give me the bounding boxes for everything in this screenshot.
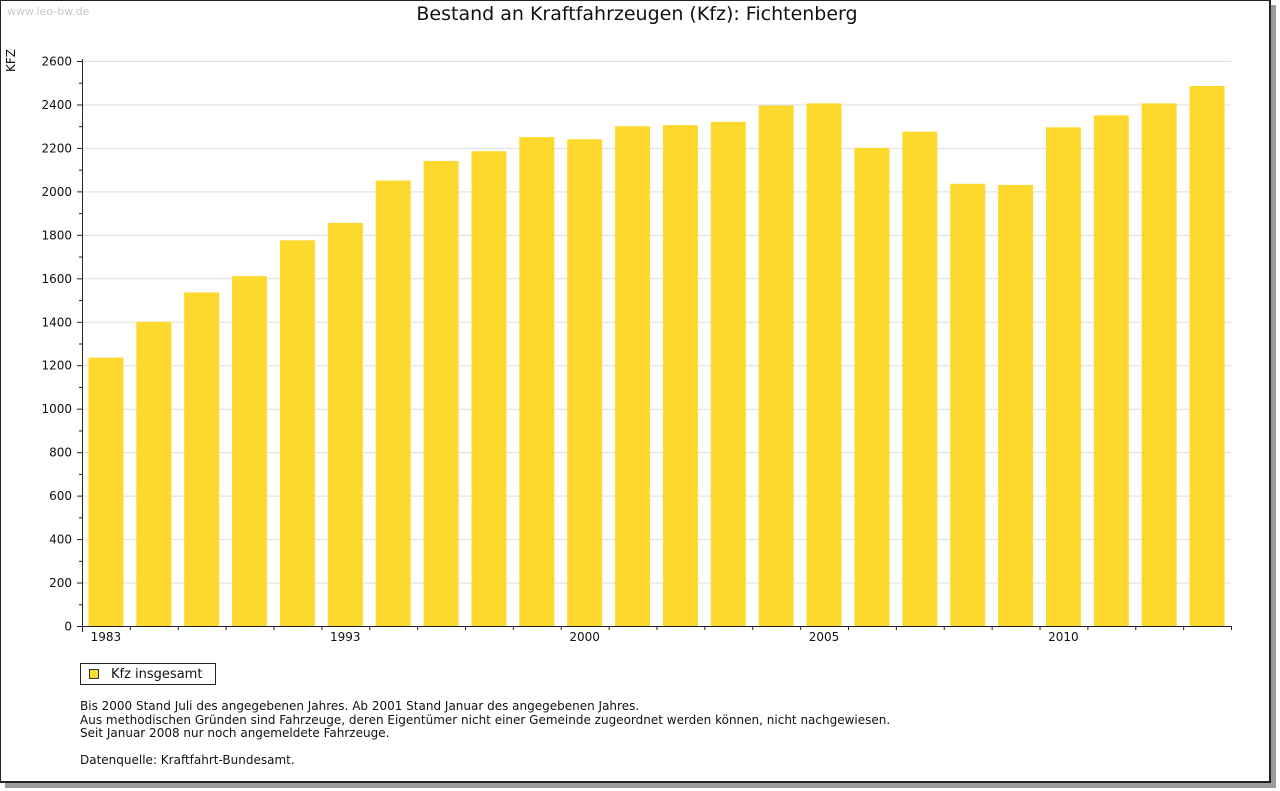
bar <box>854 147 890 626</box>
y-tick-label: 1400 <box>41 315 72 329</box>
bar <box>88 357 124 626</box>
y-tick-label: 1200 <box>41 359 72 373</box>
bar <box>662 125 698 626</box>
footnote-line: Seit Januar 2008 nur noch angemeldete Fa… <box>80 726 390 740</box>
legend-swatch-icon <box>89 669 99 679</box>
y-tick-label: 2200 <box>41 141 72 155</box>
x-tick-label: 2010 <box>1048 630 1079 644</box>
footnote-line: Aus methodischen Gründen sind Fahrzeuge,… <box>80 712 891 727</box>
bar <box>519 137 555 627</box>
bar <box>423 160 459 626</box>
bar <box>471 151 507 627</box>
bar <box>279 240 315 626</box>
bar <box>1093 115 1129 627</box>
data-source: Datenquelle: Kraftfahrt-Bundesamt. <box>80 752 295 767</box>
footnotes: Bis 2000 Stand Juli des angegebenen Jahr… <box>80 699 891 767</box>
bar <box>1141 103 1177 626</box>
bar <box>806 103 842 626</box>
y-tick-label: 400 <box>49 533 72 547</box>
chart-title: Bestand an Kraftfahrzeugen (Kfz): Fichte… <box>416 3 858 25</box>
bar <box>184 292 220 626</box>
y-tick-label: 1800 <box>41 228 72 242</box>
y-tick-label: 200 <box>49 576 72 590</box>
bar <box>136 321 172 626</box>
y-tick-label: 1600 <box>41 272 72 286</box>
bar <box>710 121 746 626</box>
y-tick-label: 800 <box>49 446 72 460</box>
bar <box>615 126 651 626</box>
bar <box>232 276 268 626</box>
x-tick-label: 2000 <box>569 630 600 644</box>
bar <box>1189 85 1225 627</box>
bar <box>327 222 363 626</box>
bar <box>758 105 794 626</box>
bar <box>375 180 411 626</box>
y-tick-label: 600 <box>49 489 72 503</box>
bar <box>567 139 603 626</box>
x-tick-label: 1983 <box>91 630 122 644</box>
x-tick-label: 1993 <box>330 630 361 644</box>
y-tick-label: 2000 <box>41 185 72 199</box>
y-tick-label: 2600 <box>41 55 72 69</box>
bar <box>998 184 1034 626</box>
y-tick-label: 2400 <box>41 98 72 112</box>
y-tick-label: 0 <box>64 620 72 634</box>
bar-chart: 0 200 400 600 800 1000 1200 1400 1600 1800 2000 220… <box>41 55 1232 644</box>
bar <box>1045 127 1081 627</box>
footnote-line: Bis 2000 Stand Juli des angegebenen Jahr… <box>80 699 640 713</box>
y-tick-label: 1000 <box>41 402 72 416</box>
legend-label: Kfz insgesamt <box>111 666 203 682</box>
watermark: www.leo-bw.de <box>7 5 90 18</box>
x-tick-label: 2005 <box>809 630 840 644</box>
legend: Kfz insgesamt <box>80 663 216 685</box>
bar <box>950 183 986 626</box>
bar <box>902 131 938 626</box>
